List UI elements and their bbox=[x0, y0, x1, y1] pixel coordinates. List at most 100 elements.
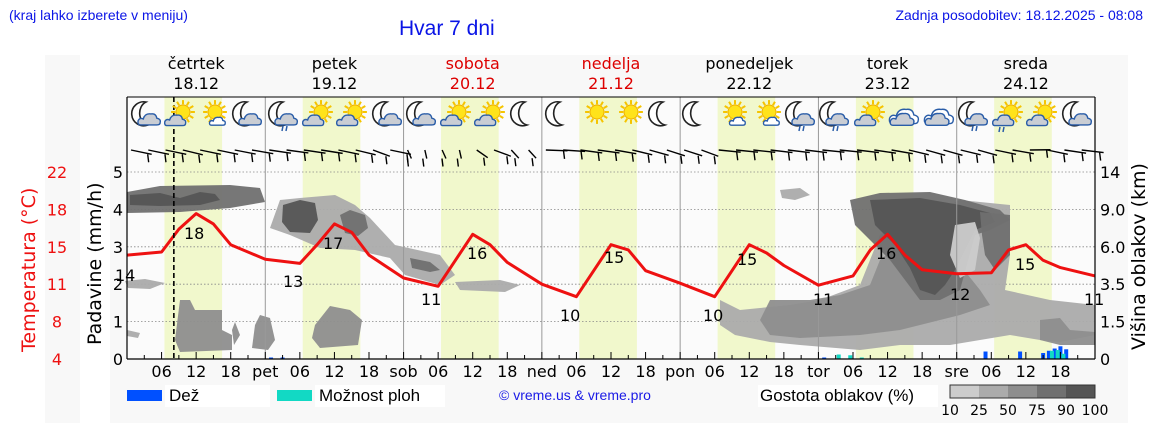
x-hour-label: 12 bbox=[877, 362, 897, 381]
sun-cloud-icon bbox=[1025, 100, 1057, 127]
moon-icon bbox=[957, 100, 978, 127]
wind-barb-icon bbox=[510, 149, 520, 159]
cloud-icon bbox=[853, 114, 877, 127]
wind-barb-icon bbox=[370, 154, 374, 163]
cloud-icon bbox=[473, 114, 497, 127]
cloud-icon bbox=[301, 114, 325, 127]
wind-barb-icon bbox=[805, 149, 828, 154]
wind-barb-icon bbox=[1081, 149, 1104, 154]
cloud-density-swatch bbox=[1037, 385, 1066, 398]
wind-barb-icon bbox=[424, 149, 428, 159]
cloud-icon bbox=[137, 113, 162, 126]
wind-barb-icon bbox=[286, 153, 289, 162]
wind-barb-icon bbox=[940, 155, 943, 164]
moon-icon bbox=[509, 100, 530, 127]
sun-ray-icon bbox=[176, 101, 181, 106]
moon-cloud-icon bbox=[231, 100, 263, 127]
precip-tick: 3 bbox=[113, 238, 123, 257]
sun-ray-icon bbox=[620, 105, 625, 110]
wind-barb-icon bbox=[649, 149, 669, 156]
sun-ray-icon bbox=[189, 105, 194, 110]
wind-barb-icon bbox=[992, 155, 995, 164]
sun-ray-icon bbox=[1013, 101, 1018, 106]
x-hour-label: 18 bbox=[774, 362, 794, 381]
storm-bar bbox=[848, 355, 853, 359]
cloud-height-tick: 3.5 bbox=[1100, 275, 1125, 294]
x-hour-label: 12 bbox=[1016, 362, 1036, 381]
wind-barb-icon bbox=[770, 152, 773, 161]
temperature-tick: 15 bbox=[47, 238, 67, 257]
sun-ray-icon bbox=[875, 101, 880, 106]
sun-ray-icon bbox=[1038, 101, 1043, 106]
sun-ray-icon bbox=[448, 105, 453, 110]
precip-tick: 4 bbox=[113, 200, 123, 219]
moon-cloud-rain-icon bbox=[784, 100, 816, 132]
temperature-label: 15 bbox=[604, 248, 624, 267]
wind-barb-icon bbox=[787, 152, 791, 161]
wind-barb-icon bbox=[354, 154, 357, 163]
sun-icon bbox=[585, 100, 609, 124]
sun-ray-icon bbox=[486, 101, 491, 106]
sun-icon bbox=[619, 100, 643, 124]
sun-ray-icon bbox=[637, 105, 642, 110]
wind-barb-icon bbox=[631, 153, 634, 162]
cloud-density-area bbox=[127, 330, 140, 338]
day-date: 20.12 bbox=[450, 74, 496, 93]
moon-cloud-rain-icon bbox=[818, 100, 850, 132]
storm-bar bbox=[1049, 350, 1054, 359]
wind-barb-icon bbox=[493, 149, 512, 157]
cloud-icon bbox=[762, 116, 780, 126]
cloud-height-tick: 6.0 bbox=[1100, 238, 1125, 257]
x-hour-label: 12 bbox=[324, 362, 344, 381]
wind-barb-icon bbox=[753, 149, 776, 154]
cloud-icon bbox=[728, 116, 746, 126]
x-hour-label: 06 bbox=[566, 362, 586, 381]
sun-ray-icon bbox=[586, 114, 591, 119]
sun-ray-icon bbox=[879, 114, 884, 119]
sun-ray-icon bbox=[499, 105, 504, 110]
storm-bar bbox=[1061, 353, 1066, 359]
cloud-density-swatch bbox=[1066, 385, 1095, 398]
precip-tick: 1 bbox=[113, 313, 123, 332]
cloud-density-tick: 50 bbox=[999, 403, 1017, 419]
wind-barb-icon bbox=[148, 149, 170, 155]
sun-ray-icon bbox=[866, 101, 871, 106]
sun-ray-icon bbox=[217, 101, 222, 106]
wind-barb-icon bbox=[805, 152, 808, 161]
wind-barb-icon bbox=[753, 152, 756, 161]
wind-barb-icon bbox=[251, 149, 274, 155]
cloud-height-tick: 1.5 bbox=[1100, 313, 1125, 332]
sun-ray-icon bbox=[221, 105, 226, 110]
day-name: nedelja bbox=[582, 54, 641, 73]
sun-cloud-rain-icon bbox=[991, 100, 1023, 133]
day-date: 21.12 bbox=[588, 74, 634, 93]
wind-barb-icon bbox=[563, 149, 586, 153]
rain-bar bbox=[1046, 350, 1051, 359]
cloud-icon bbox=[825, 113, 850, 126]
rain-drop-icon bbox=[285, 125, 288, 132]
cloud-icon bbox=[924, 112, 950, 126]
moon-cloud-icon bbox=[130, 100, 162, 127]
wind-barb-icon bbox=[891, 149, 913, 155]
region-hint[interactable]: (kraj lahko izberete v meniju) bbox=[9, 7, 188, 23]
sun-ray-icon bbox=[1013, 118, 1018, 123]
wind-barb-icon bbox=[1029, 153, 1032, 162]
rain-drop-icon bbox=[836, 125, 839, 132]
day-name: sreda bbox=[1004, 54, 1048, 73]
sun-cloud-icon bbox=[853, 100, 885, 127]
wind-barb-icon bbox=[165, 149, 187, 155]
wind-barb-icon bbox=[647, 154, 650, 163]
sun-ray-icon bbox=[590, 118, 595, 123]
sun-ray-icon bbox=[599, 101, 604, 106]
sun-ray-icon bbox=[357, 118, 362, 123]
wind-barb-icon bbox=[839, 149, 862, 153]
cloud-icon bbox=[791, 113, 816, 126]
x-day-label: pon bbox=[665, 362, 695, 381]
wind-barb-icon bbox=[943, 149, 963, 156]
sun-ray-icon bbox=[620, 114, 625, 119]
cloud-icon bbox=[439, 114, 463, 127]
copyright-link[interactable]: © vreme.us & vreme.pro bbox=[499, 387, 651, 403]
sun-ray-icon bbox=[737, 101, 742, 106]
temperature-line bbox=[126, 212, 1096, 299]
